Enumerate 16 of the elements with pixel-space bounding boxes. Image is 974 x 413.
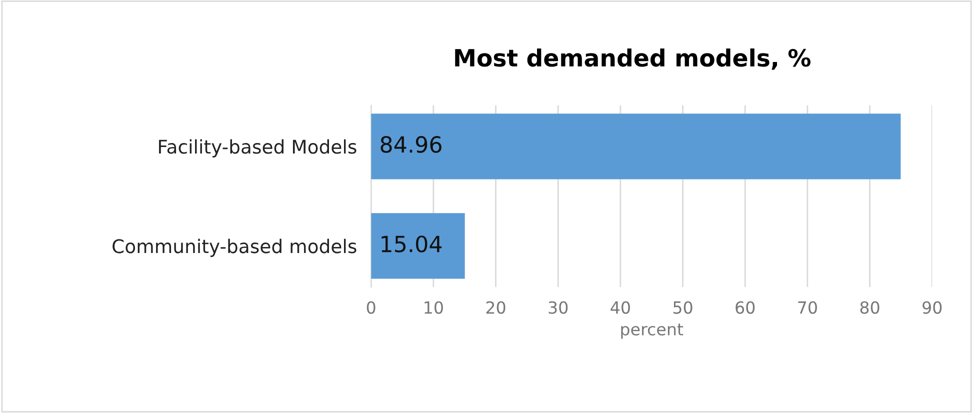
x-tick-label: 30	[548, 301, 568, 314]
chart-title: Most demanded models, %	[455, 48, 811, 70]
y-tick-label: Facility-based Models	[159, 139, 356, 158]
x-axis-title: percent	[621, 324, 684, 339]
x-tick-label: 90	[922, 301, 942, 314]
x-tick-label: 10	[424, 301, 443, 314]
data-label: 15.04	[382, 236, 442, 252]
y-tick-label: Community-based models	[112, 238, 356, 257]
x-tick-label: 80	[860, 301, 880, 314]
data-label: 84.96	[380, 136, 442, 153]
x-tick-label: 0	[366, 301, 376, 314]
x-tick-label: 70	[798, 301, 817, 314]
x-tick-label: 40	[610, 301, 630, 314]
x-tick-label: 20	[486, 301, 506, 314]
x-tick-label: 60	[736, 301, 755, 314]
x-tick-label: 50	[673, 301, 692, 314]
